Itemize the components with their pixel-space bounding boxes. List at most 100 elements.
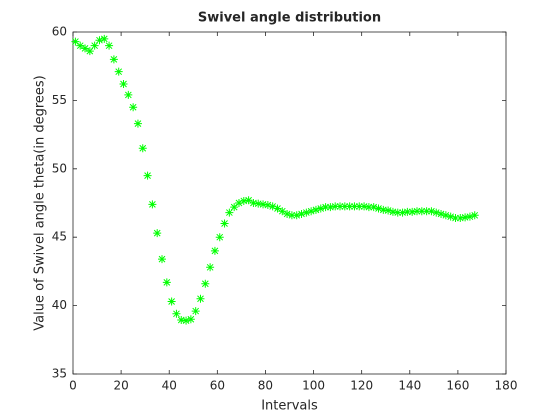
point [345, 202, 354, 211]
point [432, 208, 441, 217]
point [417, 207, 426, 216]
point [105, 41, 114, 50]
point [172, 309, 181, 318]
point [119, 79, 128, 88]
point [129, 103, 138, 112]
point [465, 212, 474, 221]
x-tick-label: 20 [113, 379, 128, 393]
point [148, 200, 157, 209]
point [71, 37, 80, 46]
point [287, 211, 296, 220]
x-tick-label: 80 [258, 379, 273, 393]
point [422, 207, 431, 216]
point [388, 207, 397, 216]
point [244, 196, 253, 205]
point [393, 208, 402, 217]
point [336, 202, 345, 211]
point [182, 316, 191, 325]
x-tick-label: 100 [302, 379, 325, 393]
y-tick-label: 50 [52, 161, 67, 175]
point [331, 202, 340, 211]
point [326, 203, 335, 212]
point [133, 119, 142, 128]
point [379, 205, 388, 214]
point [215, 233, 224, 242]
point [316, 204, 325, 213]
point [446, 212, 455, 221]
x-tick-label: 40 [162, 379, 177, 393]
point [114, 67, 123, 76]
point [340, 202, 349, 211]
point [210, 246, 219, 255]
point [461, 213, 470, 222]
point [302, 208, 311, 217]
axes-box [72, 31, 507, 375]
point [263, 201, 272, 210]
point [360, 202, 369, 211]
point [234, 199, 243, 207]
point [268, 202, 277, 211]
point [100, 34, 109, 43]
point [364, 203, 373, 212]
chart-title: Swivel angle distribution [198, 11, 381, 26]
point [167, 297, 176, 306]
point [398, 208, 407, 217]
point [124, 90, 133, 99]
point [201, 279, 210, 288]
point [451, 214, 460, 223]
point [374, 204, 383, 213]
point [254, 199, 263, 208]
point [470, 211, 479, 220]
point [350, 202, 359, 211]
point [220, 219, 229, 228]
x-tick-label: 140 [398, 379, 421, 393]
point [158, 255, 167, 264]
y-tick-label: 40 [52, 298, 67, 312]
x-tick-label: 160 [446, 379, 469, 393]
point [321, 203, 330, 212]
point [95, 36, 104, 45]
point [191, 307, 200, 316]
point [249, 199, 258, 207]
point [456, 214, 465, 223]
point [441, 211, 450, 220]
point [85, 47, 94, 56]
point [292, 211, 301, 220]
point [412, 207, 421, 216]
point [153, 229, 162, 238]
point [278, 207, 287, 216]
point [259, 200, 268, 209]
y-tick-label: 35 [52, 367, 67, 381]
point [408, 207, 417, 216]
x-tick-label: 120 [350, 379, 373, 393]
point [138, 144, 147, 153]
y-tick-label: 60 [52, 25, 67, 39]
point [230, 203, 239, 212]
point [90, 41, 99, 50]
x-axis-label: Intervals [261, 399, 318, 414]
point [81, 44, 90, 53]
point [311, 205, 320, 214]
point [437, 209, 446, 218]
y-axis-label: Value of Swivel angle theta(in degrees) [33, 75, 48, 330]
point [403, 207, 412, 216]
point [427, 207, 436, 216]
point [76, 41, 85, 50]
point [186, 315, 195, 324]
x-tick-label: 180 [495, 379, 518, 393]
point [369, 203, 378, 212]
point [177, 315, 186, 324]
x-tick-label: 0 [69, 379, 77, 393]
point [206, 263, 215, 272]
point [307, 207, 316, 216]
point [239, 196, 248, 205]
x-tick-label: 60 [210, 379, 225, 393]
point [162, 278, 171, 287]
point [297, 209, 306, 218]
point [196, 294, 205, 303]
point [283, 209, 292, 218]
point [273, 204, 282, 213]
point [384, 206, 393, 215]
point [225, 208, 234, 217]
